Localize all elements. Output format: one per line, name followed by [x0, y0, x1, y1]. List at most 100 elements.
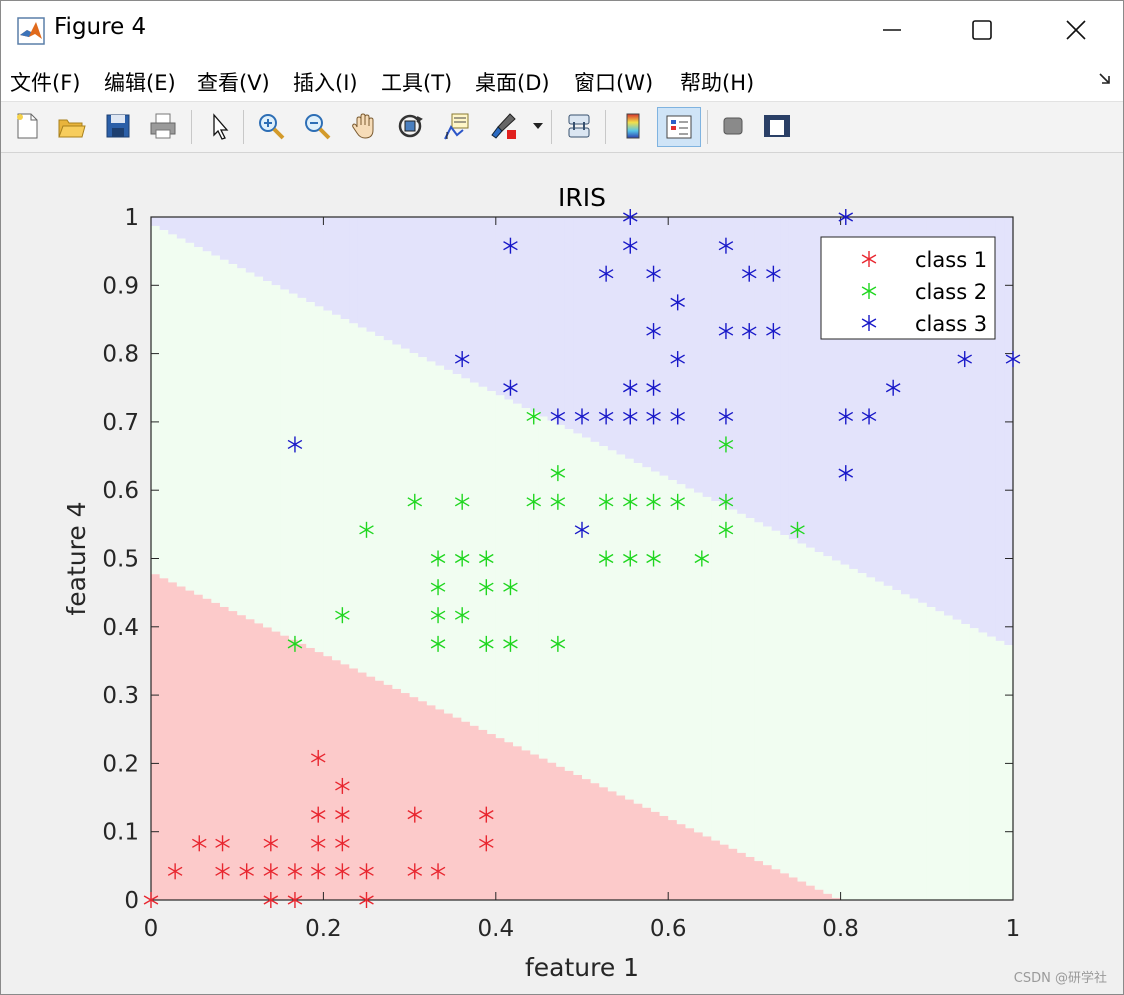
data-point-class-2[interactable] [550, 465, 566, 482]
legend-icon[interactable] [657, 107, 701, 147]
data-point-class-3[interactable] [454, 351, 470, 368]
legend-box[interactable] [820, 236, 996, 340]
data-point-class-2[interactable] [430, 550, 446, 567]
menu-window[interactable]: 窗口(W) [574, 71, 654, 95]
data-point-class-3[interactable] [838, 408, 854, 425]
data-point-class-3[interactable] [503, 237, 518, 254]
data-point-class-3[interactable] [718, 323, 734, 340]
data-point-class-3[interactable] [287, 436, 303, 453]
rotate-3d-icon[interactable] [392, 108, 428, 144]
data-point-class-3[interactable] [718, 237, 734, 254]
data-point-class-1[interactable] [310, 863, 326, 880]
data-point-class-3[interactable] [957, 351, 973, 368]
data-point-class-2[interactable] [718, 436, 734, 453]
data-point-class-3[interactable] [838, 465, 854, 482]
data-point-class-2[interactable] [550, 493, 566, 510]
data-point-class-2[interactable] [503, 635, 518, 652]
data-point-class-1[interactable] [335, 863, 350, 880]
menu-file[interactable]: 文件(F) [10, 71, 81, 95]
hide-plot-tools-icon[interactable] [715, 108, 751, 144]
data-point-class-3[interactable] [622, 379, 638, 396]
data-point-class-2[interactable] [479, 635, 494, 652]
data-point-class-3[interactable] [1005, 351, 1021, 368]
data-point-class-2[interactable] [718, 493, 734, 510]
data-point-class-1[interactable] [430, 863, 446, 880]
data-point-class-2[interactable] [479, 579, 494, 596]
data-point-class-3[interactable] [670, 294, 685, 311]
data-point-class-1[interactable] [191, 835, 207, 852]
data-point-class-2[interactable] [454, 493, 470, 510]
data-point-class-1[interactable] [310, 835, 326, 852]
data-point-class-2[interactable] [598, 550, 614, 567]
menu-insert[interactable]: 插入(I) [293, 71, 358, 95]
data-point-class-2[interactable] [503, 579, 518, 596]
data-point-class-2[interactable] [479, 550, 494, 567]
data-point-class-1[interactable] [143, 892, 159, 908]
data-point-class-3[interactable] [741, 265, 757, 282]
data-point-class-1[interactable] [335, 835, 350, 852]
data-point-class-3[interactable] [646, 379, 661, 396]
save-icon[interactable] [100, 108, 136, 144]
data-point-class-2[interactable] [598, 493, 614, 510]
open-folder-icon[interactable] [53, 108, 89, 144]
data-point-class-1[interactable] [359, 892, 374, 908]
data-point-class-2[interactable] [550, 635, 566, 652]
data-point-class-2[interactable] [430, 607, 446, 624]
data-point-class-1[interactable] [359, 863, 374, 880]
zoom-out-icon[interactable] [299, 108, 335, 144]
data-point-class-3[interactable] [622, 237, 638, 254]
print-icon[interactable] [145, 108, 181, 144]
data-point-class-3[interactable] [598, 265, 614, 282]
data-point-class-2[interactable] [407, 493, 423, 510]
data-point-class-2[interactable] [454, 550, 470, 567]
data-point-class-1[interactable] [479, 806, 494, 823]
menu-view[interactable]: 查看(V) [197, 71, 270, 95]
menu-help[interactable]: 帮助(H) [680, 71, 755, 95]
new-file-icon[interactable] [9, 108, 45, 144]
data-point-class-2[interactable] [430, 635, 446, 652]
data-point-class-2[interactable] [335, 607, 350, 624]
data-point-class-1[interactable] [167, 863, 183, 880]
menu-edit[interactable]: 编辑(E) [104, 71, 176, 95]
data-point-class-1[interactable] [263, 835, 279, 852]
data-point-class-1[interactable] [479, 835, 494, 852]
data-point-class-1[interactable] [215, 835, 230, 852]
data-point-class-3[interactable] [670, 408, 685, 425]
data-point-class-3[interactable] [622, 408, 638, 425]
data-point-class-3[interactable] [766, 323, 781, 340]
data-point-class-3[interactable] [574, 521, 590, 538]
link-plot-icon[interactable] [561, 108, 597, 144]
data-point-class-3[interactable] [670, 351, 685, 368]
data-point-class-3[interactable] [646, 408, 661, 425]
data-cursor-icon[interactable] [438, 108, 474, 144]
data-point-class-3[interactable] [885, 379, 901, 396]
minimize-icon[interactable] [869, 13, 915, 47]
data-point-class-2[interactable] [526, 408, 542, 425]
colorbar-icon[interactable] [615, 108, 651, 144]
data-point-class-3[interactable] [574, 408, 590, 425]
data-point-class-1[interactable] [407, 806, 423, 823]
data-point-class-2[interactable] [430, 579, 446, 596]
data-point-class-3[interactable] [503, 379, 518, 396]
data-point-class-2[interactable] [454, 607, 470, 624]
data-point-class-3[interactable] [861, 408, 877, 425]
maximize-icon[interactable] [959, 13, 1005, 47]
pointer-icon[interactable] [201, 108, 237, 144]
data-point-class-3[interactable] [766, 265, 781, 282]
show-plot-tools-icon[interactable] [759, 108, 795, 144]
close-icon[interactable] [1053, 13, 1099, 47]
data-point-class-1[interactable] [287, 863, 303, 880]
data-point-class-1[interactable] [287, 892, 303, 908]
data-point-class-2[interactable] [287, 635, 303, 652]
legend-marker-class-1[interactable] [861, 251, 877, 267]
title-bar[interactable]: Figure 4 [1, 1, 1123, 59]
zoom-in-icon[interactable] [253, 108, 289, 144]
data-point-class-1[interactable] [215, 863, 230, 880]
data-point-class-1[interactable] [335, 806, 350, 823]
data-point-class-2[interactable] [622, 493, 638, 510]
data-point-class-2[interactable] [718, 521, 734, 538]
legend-marker-class-3[interactable] [861, 315, 877, 331]
data-point-class-3[interactable] [741, 323, 757, 340]
data-point-class-2[interactable] [646, 493, 661, 510]
data-point-class-1[interactable] [310, 749, 326, 766]
